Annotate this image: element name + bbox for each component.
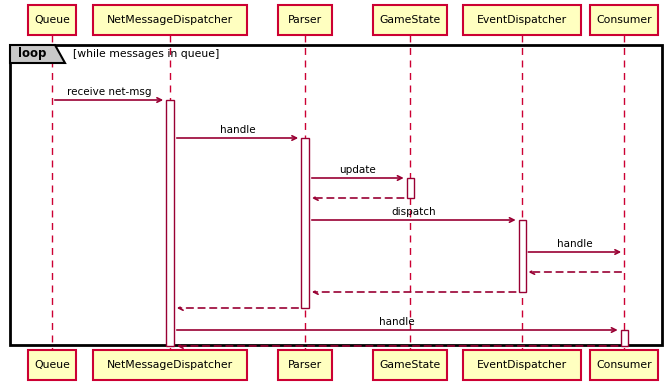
Text: [while messages in queue]: [while messages in queue]	[73, 49, 219, 59]
Bar	[166, 100, 174, 346]
Bar	[10, 45, 662, 345]
Text: NetMessageDispatcher: NetMessageDispatcher	[107, 15, 233, 25]
Bar	[28, 350, 76, 380]
Text: GameState: GameState	[380, 360, 441, 370]
Bar	[620, 330, 628, 346]
Text: Consumer: Consumer	[596, 15, 652, 25]
Text: update: update	[339, 165, 376, 175]
Bar	[590, 350, 658, 380]
Text: handle: handle	[380, 317, 415, 327]
Bar	[301, 138, 309, 308]
Bar	[519, 220, 526, 292]
Text: loop: loop	[18, 48, 46, 61]
Text: Parser: Parser	[288, 15, 322, 25]
Polygon shape	[10, 45, 65, 63]
Text: EventDispatcher: EventDispatcher	[477, 360, 567, 370]
Bar	[372, 5, 448, 35]
Bar	[463, 5, 581, 35]
Text: Parser: Parser	[288, 360, 322, 370]
Text: Consumer: Consumer	[596, 360, 652, 370]
Text: receive net-msg: receive net-msg	[67, 87, 151, 97]
Text: handle: handle	[557, 239, 593, 249]
Bar	[463, 350, 581, 380]
Bar	[590, 5, 658, 35]
Text: dispatch: dispatch	[391, 207, 436, 217]
Text: Queue: Queue	[34, 15, 70, 25]
Bar	[93, 350, 247, 380]
Text: Queue: Queue	[34, 360, 70, 370]
Text: NetMessageDispatcher: NetMessageDispatcher	[107, 360, 233, 370]
Bar	[93, 5, 247, 35]
Bar	[278, 5, 331, 35]
Bar	[28, 5, 76, 35]
Text: EventDispatcher: EventDispatcher	[477, 15, 567, 25]
Text: handle: handle	[220, 125, 255, 135]
Bar	[372, 350, 448, 380]
Bar	[278, 350, 331, 380]
Text: GameState: GameState	[380, 15, 441, 25]
Bar	[407, 178, 413, 198]
